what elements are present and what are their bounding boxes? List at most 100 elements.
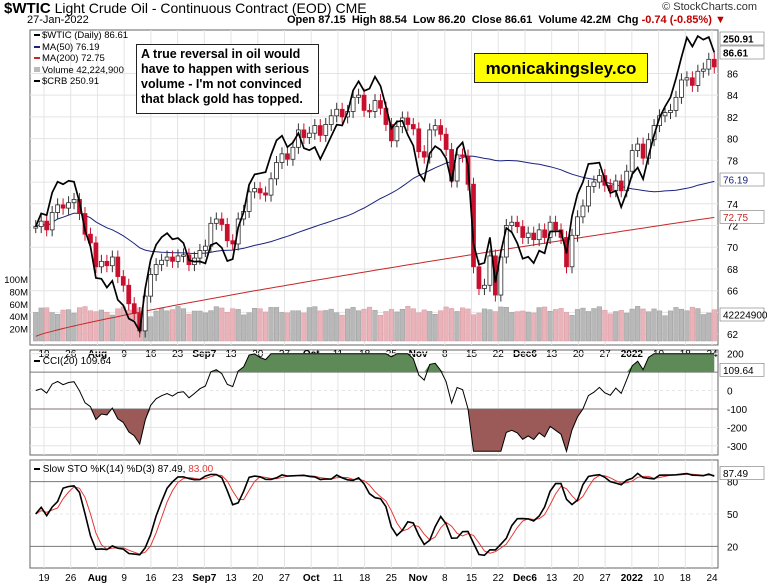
- x-tick-label: 24: [706, 573, 718, 584]
- volume-bar: [377, 315, 384, 342]
- cci-tick-label: -200: [727, 423, 747, 434]
- candlestick: [635, 143, 641, 151]
- candlestick: [164, 256, 170, 261]
- volume-bar: [180, 308, 187, 342]
- stockcharts-brand[interactable]: © StockCharts.com: [662, 1, 757, 13]
- volume-bar: [334, 312, 340, 342]
- candlestick: [569, 234, 575, 268]
- chart-title: $WTIC Light Crude Oil - Continuous Contr…: [4, 0, 367, 17]
- candlestick: [142, 295, 148, 332]
- volume-bar: [208, 310, 214, 342]
- candlestick: [416, 128, 422, 153]
- legend-volume: Volume 42,224,900: [34, 65, 128, 77]
- cci-overbought-fill: [35, 353, 715, 373]
- candlestick: [695, 70, 701, 86]
- volume-bar: [175, 306, 181, 342]
- volume-bar: [547, 310, 553, 342]
- low-value: 86.20: [438, 14, 466, 26]
- candlestick: [306, 132, 312, 138]
- candlestick: [219, 218, 225, 225]
- x-tick-label: Nov: [409, 573, 428, 584]
- volume-bar: [257, 308, 263, 342]
- y-tick-label: 82: [727, 113, 739, 124]
- candlestick: [438, 125, 444, 135]
- volume-bar: [509, 312, 515, 342]
- volume-bar: [514, 311, 520, 342]
- volume-bar: [230, 308, 236, 342]
- volume-bar: [169, 309, 176, 342]
- x-tick-label: 2022: [621, 573, 644, 584]
- x-tick-label: Oct: [303, 573, 320, 584]
- volume-bar: [317, 310, 323, 342]
- volume-bar: [345, 308, 351, 342]
- x-tick-label: 20: [252, 573, 264, 584]
- sto-tick-label: 20: [727, 542, 739, 553]
- price-panel-frame: [29, 29, 719, 346]
- chart-date: 27-Jan-2022: [27, 14, 89, 26]
- y-tick-label: 66: [727, 287, 739, 298]
- candlestick: [334, 108, 340, 117]
- volume-bar: [470, 314, 477, 342]
- cci-tick-label: 200: [727, 350, 744, 361]
- volume-bar: [356, 310, 362, 342]
- sto-value-tag: 87.49: [723, 469, 748, 480]
- volume-bar: [492, 311, 498, 342]
- x-tick-label: 15: [466, 349, 478, 360]
- crb-price-tag-box: [719, 31, 765, 46]
- y-tick-label: 86: [727, 69, 739, 80]
- volume-bar: [306, 307, 312, 342]
- candlestick: [290, 146, 296, 160]
- volume-bar: [574, 309, 581, 342]
- volume-bar: [164, 310, 170, 342]
- x-tick-label: 9: [121, 573, 127, 584]
- volume-bar: [536, 307, 542, 342]
- volume-bar: [372, 310, 378, 342]
- candlestick: [175, 255, 181, 262]
- candlestick: [668, 109, 673, 113]
- sto-legend: Slow STO %K(14) %D(3) 87.49, 83.00: [34, 464, 213, 475]
- candlestick: [389, 124, 394, 142]
- candlestick: [252, 188, 257, 193]
- y-tick-label: 84: [727, 91, 739, 102]
- volume-bar: [295, 310, 301, 342]
- volume-bar: [410, 308, 416, 342]
- volume-bar: [246, 312, 252, 342]
- volume-bar: [427, 311, 433, 342]
- candlestick: [230, 240, 236, 245]
- volume-bar: [503, 306, 509, 342]
- legend-crb: $CRB 250.91: [34, 76, 128, 88]
- candlestick: [378, 100, 383, 109]
- volume-bar: [520, 310, 526, 342]
- change-value: -0.74 (-0.85%): [641, 14, 712, 26]
- volume-bar: [148, 316, 154, 342]
- volume-bar: [279, 312, 285, 342]
- volume-bar: [115, 308, 121, 342]
- candlestick: [38, 220, 44, 228]
- volume-bar: [416, 312, 422, 342]
- brand-banner[interactable]: monicakingsley.co: [474, 53, 648, 83]
- volume-bar: [241, 314, 247, 342]
- volume-bar: [481, 308, 487, 342]
- volume-bar: [191, 310, 197, 342]
- volume-bar: [678, 308, 684, 342]
- candlestick: [482, 284, 487, 289]
- x-tick-label: 25: [386, 573, 398, 584]
- crb-price-tag: 250.91: [723, 35, 754, 46]
- volume-bar: [350, 307, 356, 342]
- candlestick: [115, 256, 121, 277]
- x-tick-label: Aug: [88, 349, 107, 360]
- volume-bar: [613, 311, 619, 342]
- x-tick-label: 13: [546, 349, 558, 360]
- ticker-symbol: $WTIC: [4, 0, 51, 17]
- volume-bar: [49, 312, 55, 342]
- volume-bar: [607, 313, 613, 342]
- candlestick: [202, 245, 208, 251]
- candlestick: [454, 154, 460, 182]
- candlestick: [55, 204, 60, 213]
- candlestick: [60, 204, 66, 209]
- volume-bar: [706, 312, 712, 342]
- y-tick-label: 80: [727, 135, 739, 146]
- candlestick: [44, 220, 50, 231]
- x-tick-label: 19: [38, 349, 50, 360]
- high-value: 88.54: [379, 14, 407, 26]
